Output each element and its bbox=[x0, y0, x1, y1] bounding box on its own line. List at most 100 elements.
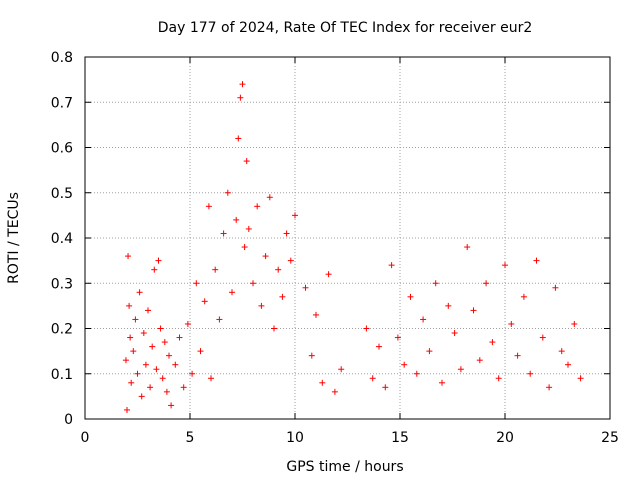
data-point bbox=[495, 375, 502, 382]
data-point bbox=[254, 203, 261, 210]
data-point bbox=[292, 212, 298, 219]
data-point bbox=[166, 352, 172, 359]
y-tick-label: 0.5 bbox=[51, 186, 73, 202]
y-tick-label: 0.7 bbox=[51, 95, 73, 111]
data-point bbox=[338, 366, 345, 373]
data-point bbox=[197, 348, 204, 355]
data-point bbox=[577, 375, 584, 382]
x-tick-label: 5 bbox=[186, 430, 195, 446]
data-point bbox=[401, 361, 408, 368]
data-point bbox=[363, 325, 370, 332]
data-point bbox=[464, 244, 471, 251]
data-point bbox=[122, 357, 129, 364]
data-point bbox=[128, 379, 135, 386]
y-tick-label: 0 bbox=[64, 412, 73, 428]
data-point bbox=[237, 94, 244, 101]
data-point bbox=[205, 203, 212, 210]
data-point bbox=[168, 402, 175, 409]
data-point bbox=[565, 361, 571, 368]
data-point bbox=[155, 257, 162, 264]
data-point bbox=[514, 352, 521, 359]
data-point bbox=[243, 158, 250, 165]
data-point bbox=[125, 253, 132, 260]
data-point bbox=[163, 388, 170, 395]
x-tick-label: 10 bbox=[286, 430, 304, 446]
data-point bbox=[233, 216, 240, 223]
data-point bbox=[457, 366, 464, 373]
data-point bbox=[382, 384, 389, 391]
data-point bbox=[145, 307, 151, 314]
data-point bbox=[313, 311, 319, 318]
data-point bbox=[147, 384, 154, 391]
data-point bbox=[533, 257, 540, 264]
data-point bbox=[153, 366, 160, 373]
data-point bbox=[413, 370, 420, 377]
data-point bbox=[239, 81, 246, 88]
data-point bbox=[136, 289, 143, 296]
data-point bbox=[420, 316, 427, 323]
data-point bbox=[220, 230, 227, 237]
data-point bbox=[275, 266, 282, 273]
data-point bbox=[180, 384, 187, 391]
data-point bbox=[546, 384, 553, 391]
data-point bbox=[432, 280, 439, 287]
data-point bbox=[279, 293, 286, 300]
data-point bbox=[201, 298, 208, 305]
data-point bbox=[483, 280, 490, 287]
data-point bbox=[258, 302, 265, 309]
data-point bbox=[476, 357, 483, 364]
data-point bbox=[508, 320, 515, 327]
data-point bbox=[138, 393, 145, 400]
data-point bbox=[445, 302, 452, 309]
data-point bbox=[558, 348, 565, 355]
y-tick-label: 0.6 bbox=[51, 141, 73, 157]
data-point bbox=[193, 280, 200, 287]
data-point bbox=[127, 334, 134, 341]
data-point bbox=[266, 194, 273, 201]
y-tick-label: 0.4 bbox=[51, 231, 73, 247]
data-point bbox=[407, 293, 414, 300]
data-point bbox=[520, 293, 527, 300]
data-point bbox=[489, 339, 496, 346]
data-point bbox=[331, 388, 338, 395]
data-point bbox=[151, 266, 158, 273]
y-tick-label: 0.1 bbox=[51, 367, 73, 383]
data-point bbox=[451, 330, 458, 337]
x-tick-label: 15 bbox=[391, 430, 409, 446]
data-point bbox=[124, 406, 130, 413]
data-point bbox=[184, 320, 191, 327]
x-tick-label: 25 bbox=[601, 430, 619, 446]
x-tick-label: 0 bbox=[81, 430, 90, 446]
data-point bbox=[262, 253, 269, 260]
y-tick-label: 0.3 bbox=[51, 276, 73, 292]
data-point bbox=[271, 325, 277, 332]
data-point bbox=[527, 370, 534, 377]
data-point bbox=[319, 379, 326, 386]
data-point bbox=[539, 334, 546, 341]
y-tick-label: 0.2 bbox=[51, 322, 73, 338]
data-point bbox=[241, 244, 248, 251]
data-point bbox=[287, 257, 294, 264]
data-point bbox=[176, 334, 183, 341]
data-point bbox=[439, 379, 445, 386]
data-point bbox=[224, 189, 231, 196]
data-point bbox=[325, 271, 332, 278]
data-point bbox=[130, 348, 137, 355]
data-point bbox=[394, 334, 401, 341]
x-axis-label: GPS time / hours bbox=[286, 459, 403, 475]
y-tick-label: 0.8 bbox=[51, 50, 73, 66]
data-point bbox=[149, 343, 156, 350]
data-point bbox=[208, 375, 214, 382]
data-point bbox=[552, 284, 559, 291]
data-point bbox=[134, 370, 141, 377]
data-point bbox=[161, 339, 168, 346]
data-points bbox=[122, 81, 584, 413]
data-point bbox=[283, 230, 290, 237]
data-point bbox=[126, 302, 133, 309]
data-point bbox=[308, 352, 315, 359]
data-point bbox=[157, 325, 164, 332]
data-point bbox=[302, 284, 309, 291]
data-point bbox=[216, 316, 223, 323]
chart-title: Day 177 of 2024, Rate Of TEC Index for r… bbox=[158, 20, 533, 36]
